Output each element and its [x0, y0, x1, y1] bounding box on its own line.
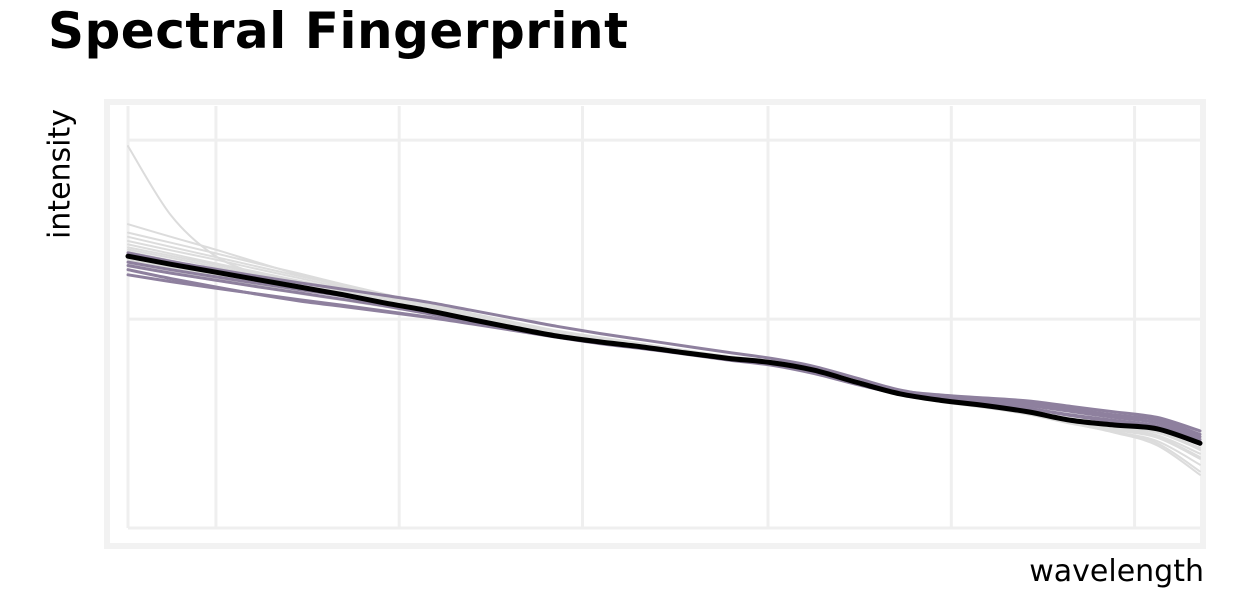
- plot-panel: [110, 105, 1200, 543]
- mean-spectrum: [125, 253, 1203, 446]
- chart-title: Spectral Fingerprint: [48, 2, 629, 60]
- x-axis-label: wavelength: [1029, 554, 1204, 589]
- mean-spectrum-line-0: [125, 253, 1203, 446]
- grid: [126, 106, 1200, 530]
